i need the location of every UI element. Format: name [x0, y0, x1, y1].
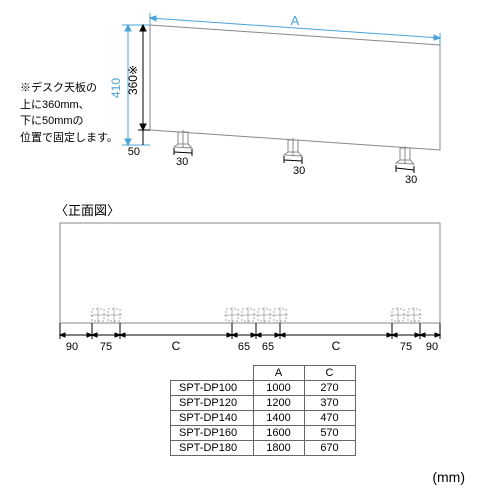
front-view: 90 75 C 65 65 C 75 90: [0, 215, 500, 385]
dim-c-l: C: [172, 339, 181, 353]
dim-c-r: C: [332, 339, 341, 353]
size-table: AC SPT-DP1001000270SPT-DP1201200370SPT-D…: [170, 365, 356, 456]
dim-90-r: 90: [426, 341, 438, 353]
height-360: 360※: [126, 65, 140, 95]
fixing-note: ※デスク天板の上に360mm、下に50mmの位置で固定します。: [20, 80, 120, 146]
dim-65-l: 65: [238, 341, 250, 353]
dim-75-l: 75: [100, 341, 112, 353]
clamp-dim-2: 30: [293, 165, 305, 177]
dim-75-r: 75: [400, 341, 412, 353]
clamp-dim-1: 30: [176, 156, 188, 168]
clamp-dim-3: 30: [405, 174, 417, 186]
width-a-label: A: [291, 13, 300, 28]
dim-65-r: 65: [262, 341, 274, 353]
unit-label: (mm): [432, 469, 465, 485]
offset-50: 50: [128, 146, 140, 158]
dim-90-l: 90: [66, 341, 78, 353]
